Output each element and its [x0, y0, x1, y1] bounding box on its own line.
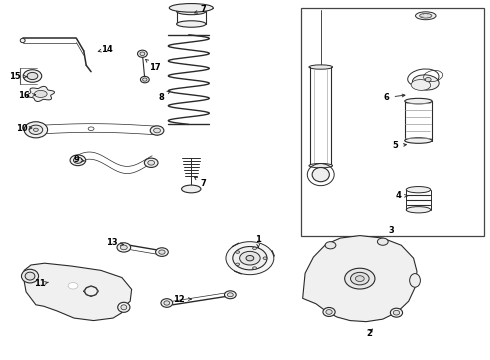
Ellipse shape	[70, 155, 86, 166]
Ellipse shape	[143, 78, 147, 81]
Ellipse shape	[150, 126, 164, 135]
Ellipse shape	[20, 39, 25, 42]
Ellipse shape	[253, 247, 257, 249]
Ellipse shape	[410, 274, 420, 287]
Ellipse shape	[23, 70, 42, 82]
Ellipse shape	[29, 125, 43, 134]
Text: 4: 4	[396, 191, 408, 200]
Ellipse shape	[25, 272, 35, 280]
Ellipse shape	[182, 185, 201, 193]
Ellipse shape	[138, 50, 147, 57]
Ellipse shape	[350, 273, 369, 285]
Text: 6: 6	[384, 93, 405, 102]
Text: 9: 9	[74, 156, 85, 165]
Ellipse shape	[325, 242, 336, 249]
Text: 12: 12	[173, 294, 191, 303]
Ellipse shape	[24, 122, 48, 138]
Ellipse shape	[246, 256, 254, 261]
Ellipse shape	[393, 310, 400, 315]
Bar	[301, 8, 485, 235]
Text: 2: 2	[367, 329, 372, 338]
Text: 5: 5	[392, 141, 406, 150]
Polygon shape	[303, 235, 417, 321]
Ellipse shape	[154, 128, 160, 133]
Ellipse shape	[405, 138, 432, 143]
Ellipse shape	[156, 248, 168, 256]
Ellipse shape	[74, 157, 82, 163]
Ellipse shape	[236, 263, 240, 266]
Ellipse shape	[309, 65, 333, 69]
Ellipse shape	[406, 207, 431, 213]
Ellipse shape	[141, 76, 149, 83]
Ellipse shape	[27, 72, 38, 80]
Ellipse shape	[145, 158, 158, 167]
Ellipse shape	[326, 310, 332, 314]
Ellipse shape	[263, 257, 267, 260]
Ellipse shape	[416, 12, 436, 20]
Ellipse shape	[88, 127, 94, 131]
Ellipse shape	[224, 291, 236, 299]
Text: 11: 11	[34, 279, 49, 288]
Ellipse shape	[233, 247, 267, 270]
Ellipse shape	[169, 4, 213, 12]
Text: 13: 13	[106, 238, 123, 247]
Ellipse shape	[227, 293, 233, 297]
Ellipse shape	[344, 268, 375, 289]
Ellipse shape	[34, 90, 47, 98]
Text: 10: 10	[16, 123, 32, 132]
Text: 17: 17	[146, 59, 160, 72]
Ellipse shape	[118, 302, 130, 312]
Text: 7: 7	[195, 5, 206, 14]
Ellipse shape	[121, 305, 127, 310]
Ellipse shape	[159, 250, 165, 254]
Ellipse shape	[161, 299, 172, 307]
Ellipse shape	[68, 283, 78, 289]
Ellipse shape	[22, 269, 39, 283]
Ellipse shape	[411, 80, 431, 90]
Text: 1: 1	[255, 235, 261, 247]
Ellipse shape	[164, 301, 170, 305]
Polygon shape	[27, 86, 54, 102]
Ellipse shape	[355, 276, 364, 282]
Ellipse shape	[148, 161, 155, 165]
Ellipse shape	[323, 307, 335, 316]
Ellipse shape	[176, 21, 206, 27]
Ellipse shape	[377, 238, 388, 245]
Ellipse shape	[406, 186, 431, 193]
Ellipse shape	[226, 242, 274, 275]
Ellipse shape	[33, 128, 38, 131]
Ellipse shape	[419, 13, 432, 18]
Text: 16: 16	[18, 91, 36, 100]
Ellipse shape	[140, 52, 145, 55]
Ellipse shape	[391, 308, 403, 317]
Text: 14: 14	[98, 45, 113, 54]
Ellipse shape	[405, 98, 432, 104]
Text: 8: 8	[158, 91, 170, 102]
Ellipse shape	[176, 8, 206, 15]
Ellipse shape	[240, 251, 260, 265]
Ellipse shape	[236, 251, 240, 253]
Text: 15: 15	[9, 72, 27, 81]
Ellipse shape	[309, 163, 333, 168]
Polygon shape	[24, 263, 132, 320]
Ellipse shape	[253, 267, 257, 269]
Text: 7: 7	[195, 177, 206, 188]
Ellipse shape	[117, 243, 131, 252]
Ellipse shape	[312, 167, 329, 182]
Ellipse shape	[413, 75, 439, 90]
Text: 3: 3	[389, 226, 394, 235]
Ellipse shape	[425, 77, 431, 82]
Ellipse shape	[121, 245, 127, 250]
